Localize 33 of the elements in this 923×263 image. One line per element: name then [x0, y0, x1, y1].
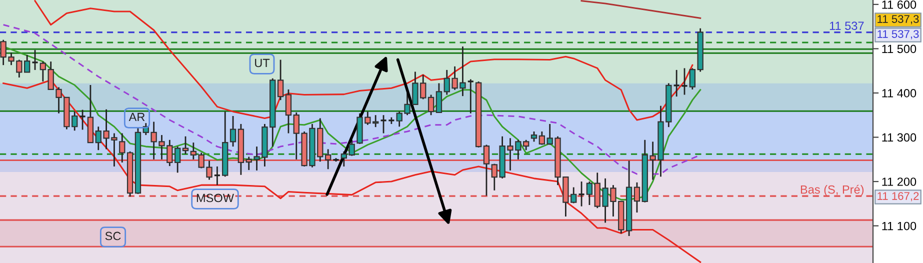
- candlestick: [174, 146, 181, 174]
- y-tick-label: 11 500: [882, 44, 916, 54]
- candlestick: [277, 59, 284, 101]
- annotation: MSOW: [196, 194, 234, 202]
- y-tick-label: 11 400: [882, 89, 916, 98]
- candlestick: [538, 130, 546, 146]
- candlestick: [428, 94, 434, 116]
- y-tick-label: 11 600: [882, 0, 916, 9]
- candlestick: [483, 144, 490, 196]
- candlestick: [230, 115, 236, 148]
- text: 11 167,2: [878, 192, 919, 202]
- line-series: [34, 0, 694, 121]
- y-tick-label: 11 300: [882, 133, 916, 142]
- annotation: AR: [128, 112, 145, 122]
- y-tick-label: 11 100: [882, 222, 916, 230]
- candlestick: [40, 60, 46, 82]
- candlestick: [285, 88, 292, 134]
- candlestick: [436, 82, 442, 114]
- ref-line-label: 11 537: [830, 22, 864, 30]
- text: 11 537,3: [878, 30, 919, 40]
- annotation: UT: [255, 58, 270, 68]
- candlestick: [119, 132, 126, 164]
- candlestick: [634, 182, 640, 214]
- ref-line-label: Bas (S, Pré): [800, 184, 864, 196]
- text: 11 537,3: [878, 15, 919, 24]
- y-tick-label: 11 200: [882, 178, 916, 186]
- candlestick: [467, 78, 474, 114]
- candlestick: [324, 148, 332, 170]
- line-series: [580, 0, 702, 19]
- candlestick: [586, 180, 593, 206]
- annotation: SC: [105, 232, 121, 240]
- candlestick: [182, 136, 189, 155]
- candlestick: [530, 130, 538, 142]
